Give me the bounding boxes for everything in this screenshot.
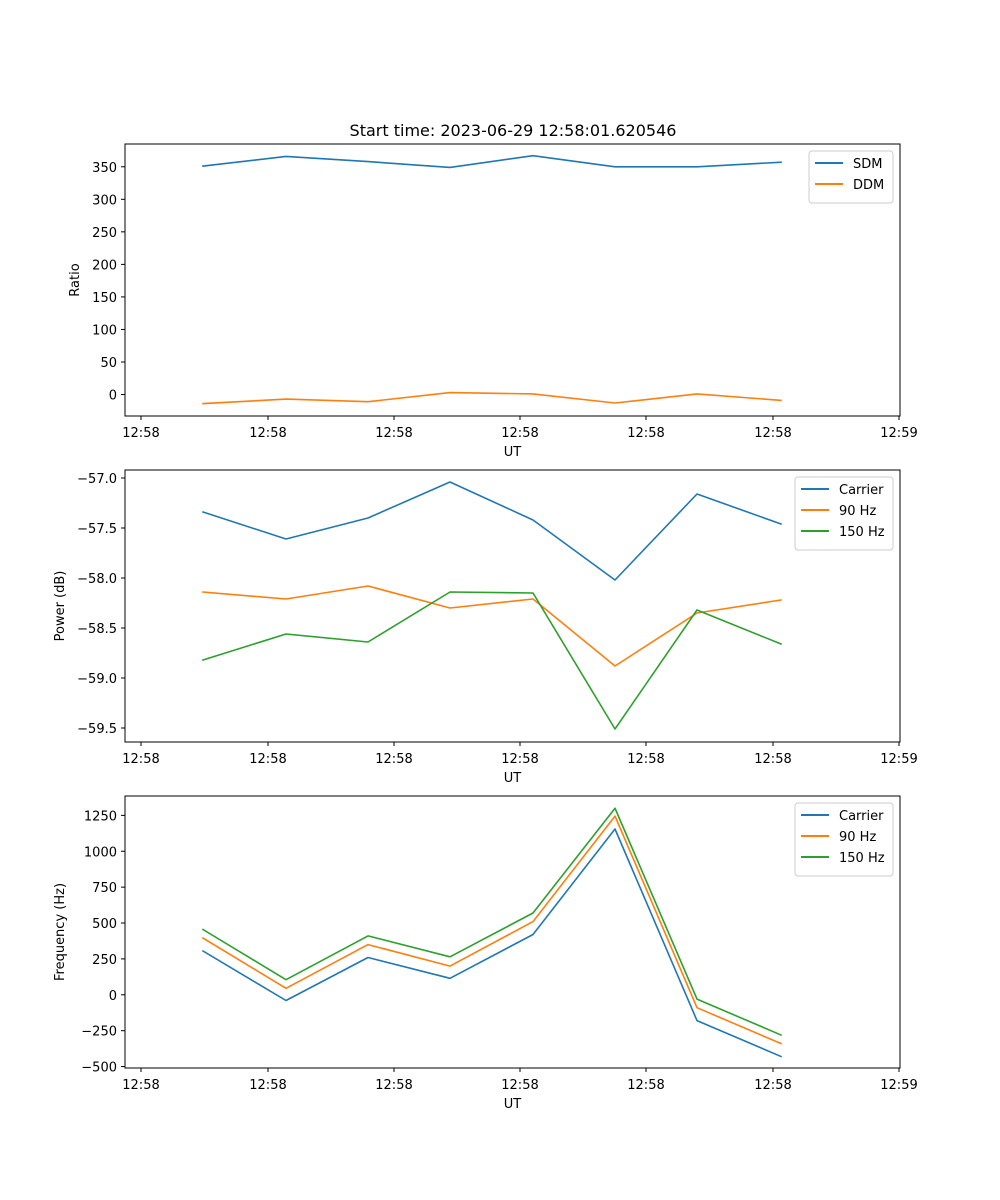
x-tick-label: 12:59: [880, 752, 917, 767]
series-line-90-hz: [202, 585, 782, 667]
y-tick-label: −58.5: [77, 622, 117, 637]
series-line-150-hz: [201, 807, 783, 1037]
y-tick-label: 300: [92, 193, 117, 208]
y-tick-label: 1250: [84, 809, 117, 824]
y-axis: −500 −250 0 250 500 750 1000 1250: [81, 809, 125, 1076]
y-tick-label: 0: [109, 389, 117, 404]
legend-entry: DDM: [853, 178, 884, 193]
y-tick-label: −59.5: [77, 722, 117, 737]
y-tick-label: 50: [100, 356, 117, 371]
x-tick-label: 12:58: [249, 1078, 286, 1093]
legend-entry: Carrier: [839, 809, 884, 824]
x-axis-label: UT: [504, 1097, 522, 1112]
chart-panel-3: 12:58 12:58 12:58 12:58 12:58 12:58 12:59 UT −50…: [53, 795, 918, 1112]
y-axis: −59.5 −59.0 −58.5 −58.0 −57.5 −57.0: [77, 472, 125, 737]
x-tick-label: 12:58: [501, 752, 538, 767]
y-tick-label: −57.0: [77, 472, 117, 487]
chart-panel-1: 12:58 12:58 12:58 12:58 12:58 12:58 12:59 UT 0 50…: [68, 143, 918, 460]
y-tick-label: −57.5: [77, 522, 117, 537]
x-tick-label: 12:58: [754, 426, 791, 441]
x-tick-label: 12:58: [627, 426, 664, 441]
x-axis: 12:58 12:58 12:58 12:58 12:58 12:58 12:59: [122, 742, 918, 767]
plot-area: [124, 143, 901, 417]
y-tick-label: 150: [92, 291, 117, 306]
x-tick-label: 12:58: [627, 1078, 664, 1093]
chart-panel-2: 12:58 12:58 12:58 12:58 12:58 12:58 12:59 UT −59…: [53, 469, 918, 786]
series-line-carrier: [201, 481, 783, 581]
x-axis-label: UT: [504, 445, 522, 460]
y-tick-label: 250: [92, 953, 117, 968]
x-tick-label: 12:58: [122, 1078, 159, 1093]
legend-entry: SDM: [853, 157, 882, 172]
legend-entry: 90 Hz: [839, 830, 876, 845]
x-tick-label: 12:58: [754, 752, 791, 767]
figure-title: Start time: 2023-06-29 12:58:01.620546: [350, 121, 677, 140]
series-line-sdm: [202, 154, 782, 169]
x-tick-label: 12:58: [249, 426, 286, 441]
y-axis-label: Power (dB): [53, 571, 68, 642]
plot-area: [124, 469, 901, 743]
y-tick-label: 750: [92, 881, 117, 896]
legend-entry: 150 Hz: [839, 851, 885, 866]
series-line-90-hz: [201, 815, 783, 1045]
x-tick-label: 12:58: [122, 426, 159, 441]
legend: Carrier 90 Hz 150 Hz: [794, 802, 894, 877]
y-tick-label: −58.0: [77, 572, 117, 587]
series-line-carrier: [201, 828, 783, 1058]
x-tick-label: 12:58: [627, 752, 664, 767]
x-axis: 12:58 12:58 12:58 12:58 12:58 12:58 12:59: [122, 1068, 918, 1093]
legend: Carrier 90 Hz 150 Hz: [794, 476, 894, 551]
y-tick-label: 500: [92, 917, 117, 932]
y-tick-label: −500: [81, 1061, 117, 1076]
x-tick-label: 12:59: [880, 1078, 917, 1093]
y-tick-label: −250: [81, 1025, 117, 1040]
x-axis: 12:58 12:58 12:58 12:58 12:58 12:58 12:59: [122, 416, 918, 441]
x-tick-label: 12:58: [375, 752, 412, 767]
x-tick-label: 12:58: [375, 1078, 412, 1093]
y-tick-label: 0: [109, 989, 117, 1004]
legend-entry: Carrier: [839, 483, 884, 498]
y-tick-label: 1000: [84, 845, 117, 860]
y-axis: 0 50 100 150 200 250 300 350: [92, 161, 125, 404]
y-tick-label: 250: [92, 226, 117, 241]
x-tick-label: 12:58: [754, 1078, 791, 1093]
y-tick-label: 350: [92, 161, 117, 176]
x-tick-label: 12:58: [375, 426, 412, 441]
y-axis-label: Ratio: [68, 263, 83, 296]
x-tick-label: 12:58: [501, 426, 538, 441]
series-line-ddm: [202, 391, 782, 405]
y-axis-label: Frequency (Hz): [53, 883, 68, 981]
series-line-150-hz: [201, 591, 783, 730]
x-tick-label: 12:58: [249, 752, 286, 767]
legend: SDM DDM: [808, 150, 894, 204]
x-tick-label: 12:58: [501, 1078, 538, 1093]
y-tick-label: 100: [92, 323, 117, 338]
plot-area: [124, 795, 901, 1069]
x-tick-label: 12:58: [122, 752, 159, 767]
legend-entry: 150 Hz: [839, 525, 885, 540]
x-axis-label: UT: [504, 771, 522, 786]
y-tick-label: 200: [92, 258, 117, 273]
y-tick-label: −59.0: [77, 672, 117, 687]
x-tick-label: 12:59: [880, 426, 917, 441]
legend-entry: 90 Hz: [839, 504, 876, 519]
